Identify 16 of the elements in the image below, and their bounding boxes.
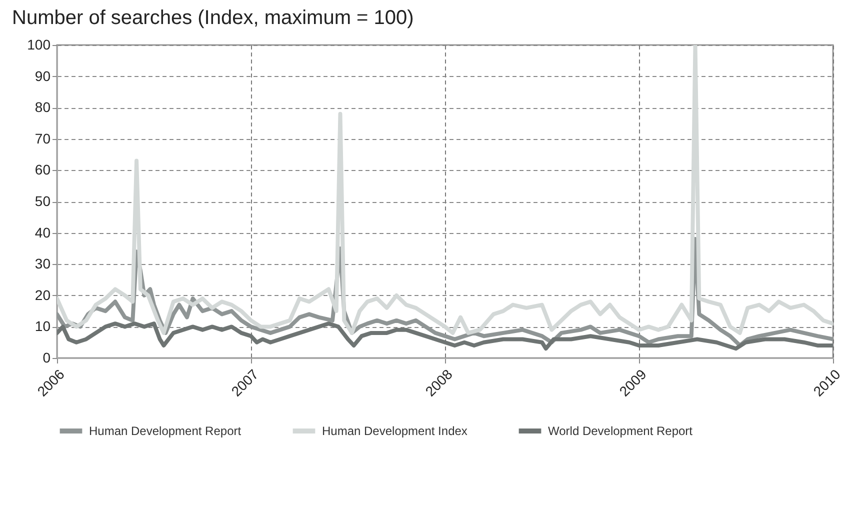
y-tick-label: 0: [42, 350, 51, 366]
y-tick-label: 60: [34, 162, 51, 178]
y-tick-label: 90: [34, 68, 51, 84]
y-tick-label: 80: [34, 99, 51, 116]
y-tick-label: 20: [34, 286, 51, 303]
y-tick-label: 100: [27, 36, 51, 52]
legend-label: Human Development Report: [89, 424, 242, 438]
line-series: [57, 45, 833, 335]
chart-title: Number of searches (Index, maximum = 100): [12, 7, 414, 29]
legend-label: World Development Report: [548, 424, 694, 438]
y-tick-label: 10: [34, 318, 51, 334]
y-tick-label: 50: [34, 193, 51, 209]
y-tick-label: 30: [34, 256, 51, 272]
legend-label: Human Development Index: [322, 424, 468, 438]
y-tick-label: 70: [34, 130, 51, 146]
y-tick-label: 40: [34, 224, 51, 240]
